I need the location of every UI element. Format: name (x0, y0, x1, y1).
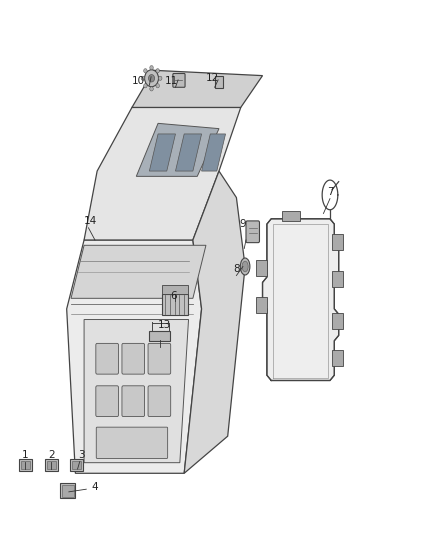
FancyBboxPatch shape (149, 331, 170, 341)
Ellipse shape (240, 258, 250, 275)
FancyBboxPatch shape (70, 459, 83, 471)
FancyBboxPatch shape (148, 343, 171, 374)
FancyBboxPatch shape (96, 386, 118, 417)
Bar (332, 233, 343, 249)
Bar (256, 297, 267, 313)
Circle shape (156, 69, 159, 73)
Text: 14: 14 (84, 216, 97, 227)
Polygon shape (136, 123, 219, 176)
Text: 3: 3 (78, 450, 85, 460)
Text: 6: 6 (170, 290, 177, 301)
FancyBboxPatch shape (62, 485, 74, 497)
Circle shape (150, 87, 153, 91)
Bar (256, 260, 267, 276)
FancyBboxPatch shape (21, 461, 30, 469)
Polygon shape (184, 171, 245, 473)
Text: 8: 8 (233, 264, 240, 274)
Text: 13: 13 (158, 320, 171, 330)
FancyBboxPatch shape (246, 221, 259, 243)
Circle shape (159, 76, 162, 80)
Polygon shape (67, 240, 201, 473)
Bar (332, 313, 343, 329)
Bar (282, 211, 300, 221)
Ellipse shape (242, 261, 248, 272)
FancyBboxPatch shape (173, 74, 185, 87)
FancyBboxPatch shape (96, 427, 168, 458)
Circle shape (141, 76, 145, 80)
Circle shape (148, 75, 155, 82)
FancyBboxPatch shape (162, 285, 187, 294)
Polygon shape (84, 319, 188, 463)
FancyBboxPatch shape (122, 386, 145, 417)
Circle shape (145, 70, 159, 87)
Text: 1: 1 (22, 450, 28, 460)
Text: 10: 10 (132, 76, 145, 86)
Polygon shape (149, 134, 176, 171)
Text: 7: 7 (327, 187, 333, 197)
FancyBboxPatch shape (72, 461, 81, 469)
FancyBboxPatch shape (148, 386, 171, 417)
Polygon shape (132, 70, 262, 108)
Polygon shape (201, 134, 226, 171)
Polygon shape (176, 134, 201, 171)
Bar (332, 271, 343, 287)
FancyBboxPatch shape (45, 459, 58, 471)
Text: 4: 4 (92, 481, 98, 491)
Circle shape (144, 69, 147, 73)
FancyBboxPatch shape (19, 459, 32, 471)
Circle shape (150, 66, 153, 70)
Circle shape (156, 84, 159, 88)
Text: 12: 12 (206, 73, 219, 83)
FancyBboxPatch shape (47, 461, 56, 469)
Bar (332, 350, 343, 366)
Circle shape (144, 84, 147, 88)
FancyBboxPatch shape (60, 483, 75, 498)
FancyBboxPatch shape (122, 343, 145, 374)
FancyBboxPatch shape (215, 76, 223, 88)
FancyBboxPatch shape (162, 294, 187, 316)
Text: 2: 2 (48, 450, 55, 460)
Text: 9: 9 (240, 219, 246, 229)
Polygon shape (84, 108, 241, 240)
Polygon shape (71, 245, 206, 298)
FancyBboxPatch shape (96, 343, 118, 374)
Text: 11: 11 (165, 76, 178, 86)
Polygon shape (262, 219, 339, 381)
